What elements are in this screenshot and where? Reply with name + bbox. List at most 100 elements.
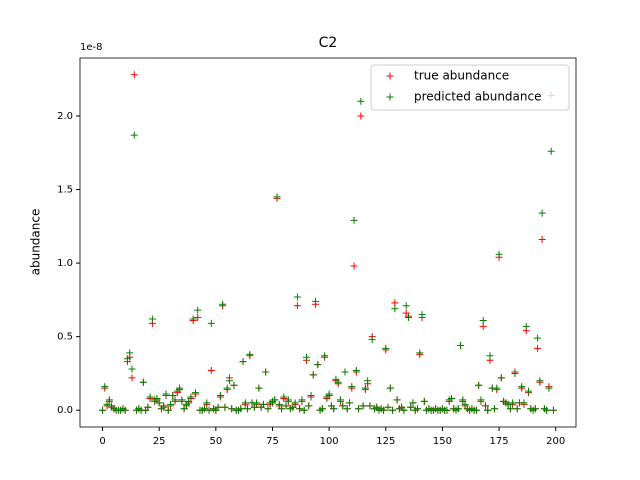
point xyxy=(447,394,455,402)
point xyxy=(409,399,417,407)
x-tick-label: 0 xyxy=(99,436,105,447)
point xyxy=(495,250,503,258)
point xyxy=(497,374,505,382)
point xyxy=(352,367,360,375)
point xyxy=(393,396,401,404)
point xyxy=(534,344,542,352)
point xyxy=(339,402,347,410)
point xyxy=(160,402,168,410)
point xyxy=(250,403,258,411)
point xyxy=(139,378,147,386)
point xyxy=(280,393,288,401)
point xyxy=(312,297,320,305)
point xyxy=(185,397,193,405)
point xyxy=(162,390,170,398)
point xyxy=(416,349,424,357)
point xyxy=(368,336,376,344)
point xyxy=(472,406,480,414)
point xyxy=(171,396,179,404)
y-tick-label: 1.0 xyxy=(57,258,73,269)
point xyxy=(391,305,399,313)
point xyxy=(176,384,184,392)
point xyxy=(414,405,422,413)
y-tick-label: 1.5 xyxy=(57,185,73,196)
point xyxy=(246,350,254,358)
point xyxy=(484,406,492,414)
point xyxy=(219,300,227,308)
x-tick-label: 150 xyxy=(433,436,452,447)
point xyxy=(296,405,304,413)
point xyxy=(538,209,546,217)
point xyxy=(314,361,322,369)
point xyxy=(343,405,351,413)
point xyxy=(318,405,326,413)
x-tick-label: 75 xyxy=(266,436,279,447)
point xyxy=(144,403,152,411)
point xyxy=(461,400,469,408)
point xyxy=(291,399,299,407)
point xyxy=(223,384,231,392)
point xyxy=(404,314,412,322)
point xyxy=(225,377,233,385)
point xyxy=(103,400,111,408)
point xyxy=(518,383,526,391)
point xyxy=(504,400,512,408)
point xyxy=(178,396,186,404)
point xyxy=(382,344,390,352)
legend-box xyxy=(370,64,570,111)
legend-marker xyxy=(386,93,394,101)
point xyxy=(391,299,399,307)
point xyxy=(330,405,338,413)
point xyxy=(128,365,136,373)
point xyxy=(221,403,229,411)
point xyxy=(359,402,367,410)
chart-title: C2 xyxy=(319,35,338,51)
point xyxy=(357,97,365,105)
point xyxy=(525,387,533,395)
plot-frame xyxy=(79,57,577,428)
point xyxy=(214,403,222,411)
point xyxy=(380,406,388,414)
x-tick-label: 175 xyxy=(490,436,509,447)
point xyxy=(121,406,129,414)
point xyxy=(334,378,342,386)
point xyxy=(364,377,372,385)
point xyxy=(459,396,467,404)
point xyxy=(479,322,487,330)
point xyxy=(513,405,521,413)
point xyxy=(275,400,283,408)
point xyxy=(402,302,410,310)
point xyxy=(262,368,270,376)
point xyxy=(253,399,261,407)
point xyxy=(128,374,136,382)
point xyxy=(302,353,310,361)
point xyxy=(101,383,109,391)
point xyxy=(418,311,426,319)
x-tick-label: 50 xyxy=(209,436,222,447)
point xyxy=(255,384,263,392)
point xyxy=(520,399,528,407)
point xyxy=(389,406,397,414)
point xyxy=(180,405,188,413)
point xyxy=(534,334,542,342)
x-tick-label: 200 xyxy=(546,436,565,447)
point xyxy=(400,406,408,414)
point xyxy=(105,396,113,404)
point xyxy=(126,349,134,357)
point xyxy=(203,399,211,407)
point xyxy=(207,367,215,375)
point xyxy=(153,394,161,402)
point xyxy=(244,405,252,413)
point xyxy=(273,193,281,201)
point xyxy=(355,405,363,413)
point xyxy=(350,216,358,224)
point xyxy=(293,302,301,310)
point xyxy=(454,405,462,413)
point xyxy=(239,358,247,366)
point xyxy=(336,396,344,404)
point xyxy=(443,406,451,414)
point xyxy=(493,384,501,392)
point xyxy=(420,397,428,405)
point xyxy=(187,393,195,401)
